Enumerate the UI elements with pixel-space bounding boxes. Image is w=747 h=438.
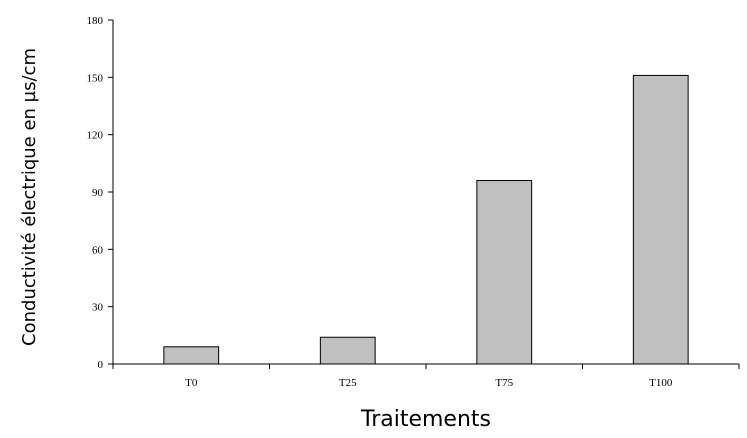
bar-t25: [319, 336, 376, 365]
x-tick-label: T75: [495, 377, 513, 389]
y-tick-label: 30: [92, 302, 104, 314]
y-tick-label: 120: [87, 130, 104, 142]
y-axis-ticks: 0 30 60 90 120 150 180: [87, 15, 113, 371]
y-tick-label: 0: [98, 359, 104, 371]
bar-t100: [632, 74, 689, 365]
x-tick-label: T25: [339, 377, 357, 389]
y-tick-label: 90: [92, 187, 104, 199]
x-tick-label: T100: [649, 377, 673, 389]
x-axis-title: Traitements: [360, 407, 491, 432]
x-axis-ticks: T0 T25 T75 T100: [112, 364, 740, 389]
bar-t0: [163, 346, 220, 365]
y-axis-title: Conductivité électrique en µs/cm: [19, 48, 40, 346]
bars-group: [163, 74, 689, 365]
x-tick-label: T0: [185, 377, 198, 389]
y-tick-label: 180: [87, 15, 104, 27]
bar-t75: [476, 180, 533, 365]
y-tick-label: 150: [87, 72, 104, 84]
y-tick-label: 60: [92, 244, 104, 256]
